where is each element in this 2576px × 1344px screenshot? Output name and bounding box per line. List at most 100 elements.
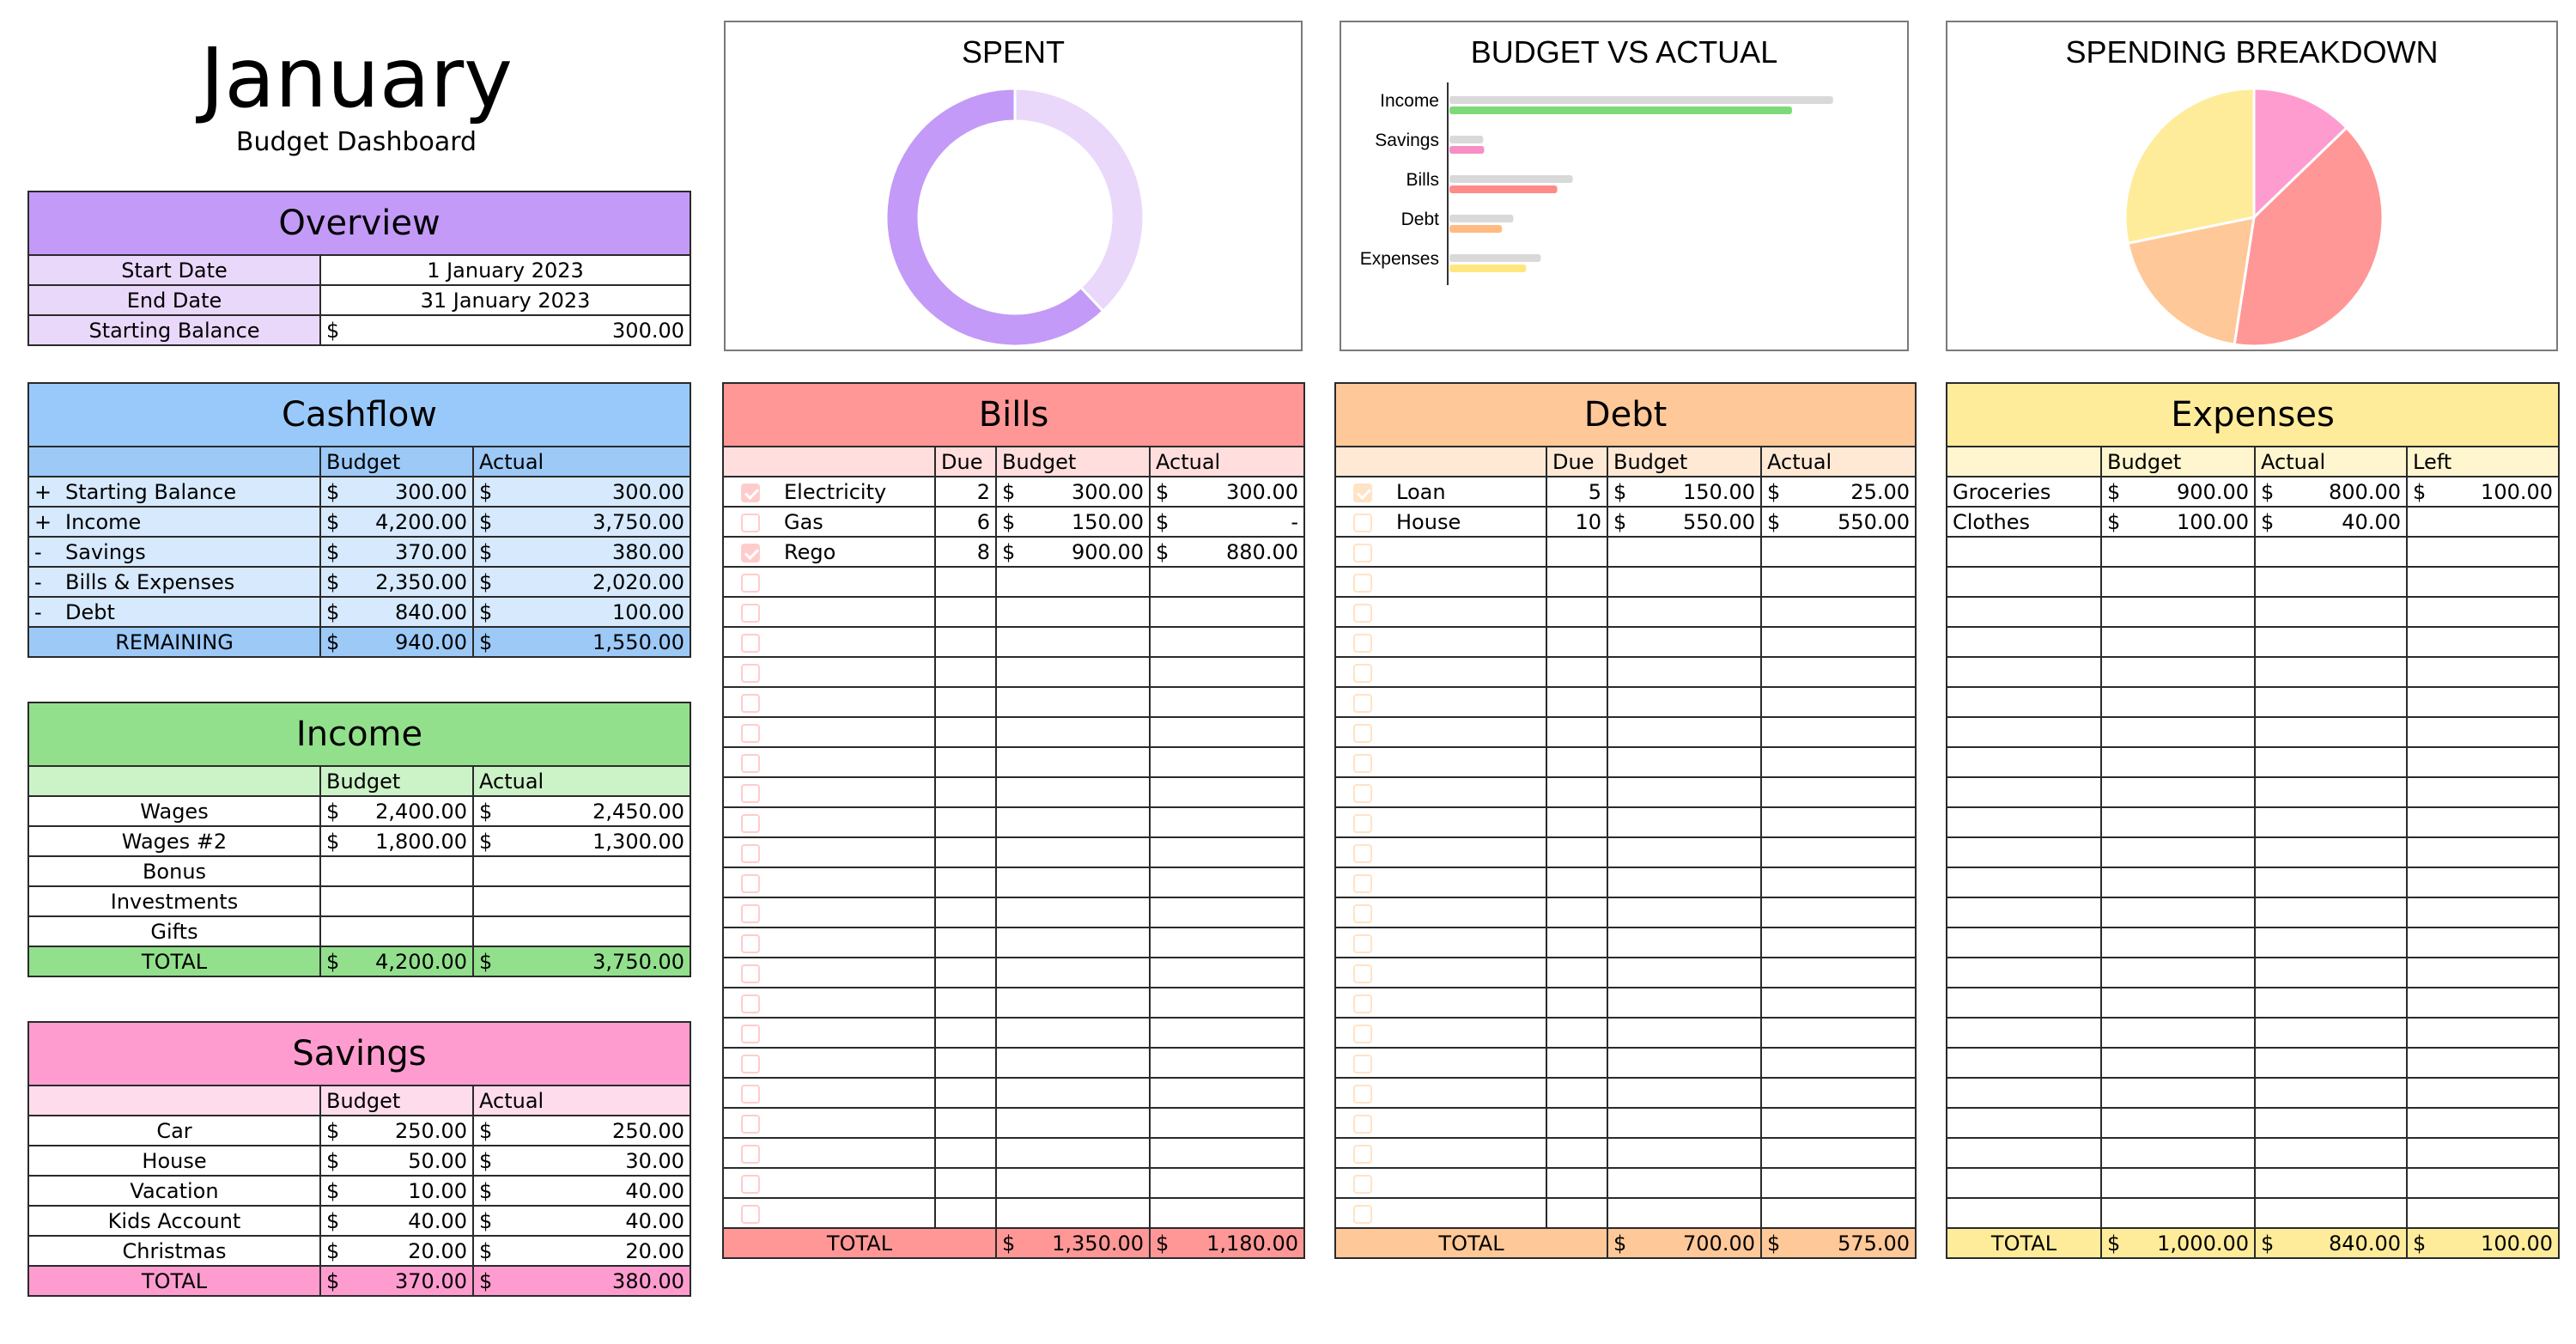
checkbox[interactable] [741, 1114, 760, 1134]
checkbox[interactable] [741, 483, 760, 502]
due-cell[interactable] [934, 867, 997, 898]
checkbox[interactable] [1353, 1054, 1372, 1073]
actual-cell[interactable] [1149, 1167, 1305, 1199]
due-cell[interactable] [934, 626, 997, 658]
item-label[interactable] [1946, 897, 2102, 928]
actual-cell[interactable] [1149, 897, 1305, 928]
due-cell[interactable] [934, 806, 997, 838]
item-label[interactable] [1946, 867, 2102, 898]
item-label[interactable] [1946, 987, 2102, 1019]
budget-cell[interactable] [995, 957, 1151, 988]
budget-cell[interactable] [2100, 716, 2256, 748]
budget-cell[interactable] [995, 1107, 1151, 1139]
due-cell[interactable] [1546, 596, 1608, 628]
actual-cell[interactable] [2254, 897, 2408, 928]
budget-cell[interactable] [1607, 1077, 1762, 1109]
item-label[interactable]: Groceries [1946, 476, 2102, 508]
actual-cell[interactable]: $380.00 [471, 536, 692, 568]
actual-cell[interactable] [1759, 987, 1917, 1019]
budget-cell[interactable] [995, 836, 1151, 868]
checkbox[interactable] [1353, 1024, 1372, 1043]
actual-cell[interactable] [1759, 1047, 1917, 1079]
actual-cell[interactable]: $300.00 [1149, 476, 1305, 508]
item-label[interactable] [1946, 566, 2102, 598]
item-label[interactable] [1946, 1017, 2102, 1049]
left-cell[interactable] [2405, 987, 2561, 1019]
checkbox[interactable] [1353, 753, 1372, 773]
actual-cell[interactable] [1759, 536, 1917, 568]
left-cell[interactable] [2405, 897, 2561, 928]
actual-cell[interactable] [1759, 656, 1917, 688]
budget-cell[interactable] [2100, 927, 2256, 958]
left-cell[interactable] [2405, 716, 2561, 748]
total-budget-cell[interactable]: $700.00 [1607, 1227, 1762, 1259]
budget-cell[interactable] [2100, 686, 2256, 718]
budget-cell[interactable] [1607, 867, 1762, 898]
total-actual-cell[interactable]: $380.00 [471, 1265, 692, 1297]
actual-cell[interactable] [2254, 1047, 2408, 1079]
left-cell[interactable] [2405, 1167, 2561, 1199]
total-actual-cell[interactable]: $3,750.00 [471, 946, 692, 977]
actual-cell[interactable]: $30.00 [471, 1145, 692, 1177]
due-cell[interactable] [934, 957, 997, 988]
item-label[interactable] [1946, 836, 2102, 868]
total-budget-cell[interactable]: $1,000.00 [2100, 1227, 2256, 1259]
actual-cell[interactable]: $880.00 [1149, 536, 1305, 568]
checkbox[interactable] [741, 994, 760, 1013]
total-actual-cell[interactable]: $1,550.00 [471, 626, 692, 658]
left-cell[interactable] [2405, 686, 2561, 718]
budget-cell[interactable] [1607, 656, 1762, 688]
actual-cell[interactable] [471, 885, 692, 917]
budget-cell[interactable] [2100, 806, 2256, 838]
budget-cell[interactable] [1607, 566, 1762, 598]
checkbox[interactable] [741, 1144, 760, 1164]
left-cell[interactable] [2405, 1197, 2561, 1229]
total-actual-cell[interactable]: $1,180.00 [1149, 1227, 1305, 1259]
left-cell[interactable] [2405, 1137, 2561, 1169]
actual-cell[interactable] [1149, 867, 1305, 898]
budget-cell[interactable] [1607, 536, 1762, 568]
item-label[interactable]: Clothes [1946, 506, 2102, 538]
actual-cell[interactable] [1759, 716, 1917, 748]
actual-cell[interactable]: $1,300.00 [471, 825, 692, 857]
actual-cell[interactable] [1759, 836, 1917, 868]
checkbox[interactable] [741, 964, 760, 983]
due-cell[interactable] [1546, 566, 1608, 598]
due-cell[interactable] [934, 1107, 997, 1139]
due-cell[interactable] [1546, 626, 1608, 658]
budget-cell[interactable]: $900.00 [2100, 476, 2256, 508]
actual-cell[interactable] [1149, 927, 1305, 958]
item-label[interactable] [1946, 1197, 2102, 1229]
due-cell[interactable] [1546, 867, 1608, 898]
checkbox[interactable] [1353, 693, 1372, 713]
due-cell[interactable] [934, 1167, 997, 1199]
budget-cell[interactable] [2100, 536, 2256, 568]
item-label[interactable] [1946, 1167, 2102, 1199]
actual-cell[interactable]: $100.00 [471, 596, 692, 628]
actual-cell[interactable]: $300.00 [471, 476, 692, 508]
budget-cell[interactable] [995, 1017, 1151, 1049]
total-budget-cell[interactable]: $940.00 [319, 626, 474, 658]
left-cell[interactable] [2405, 957, 2561, 988]
total-budget-cell[interactable]: $1,350.00 [995, 1227, 1151, 1259]
checkbox[interactable] [1353, 483, 1372, 502]
actual-cell[interactable] [2254, 716, 2408, 748]
actual-cell[interactable] [1759, 806, 1917, 838]
item-label[interactable] [1946, 1107, 2102, 1139]
budget-cell[interactable] [995, 927, 1151, 958]
checkbox[interactable] [741, 1084, 760, 1104]
due-cell[interactable] [934, 656, 997, 688]
actual-cell[interactable] [2254, 626, 2408, 658]
checkbox[interactable] [1353, 723, 1372, 743]
due-cell[interactable] [934, 927, 997, 958]
actual-cell[interactable] [1759, 1137, 1917, 1169]
actual-cell[interactable]: $40.00 [2254, 506, 2408, 538]
total-budget-cell[interactable]: $4,200.00 [319, 946, 474, 977]
budget-cell[interactable] [2100, 867, 2256, 898]
left-cell[interactable] [2405, 806, 2561, 838]
start-date-value[interactable]: 1 January 2023 [319, 254, 692, 286]
budget-cell[interactable] [1607, 987, 1762, 1019]
checkbox[interactable] [741, 753, 760, 773]
due-cell[interactable] [1546, 716, 1608, 748]
checkbox[interactable] [741, 663, 760, 683]
